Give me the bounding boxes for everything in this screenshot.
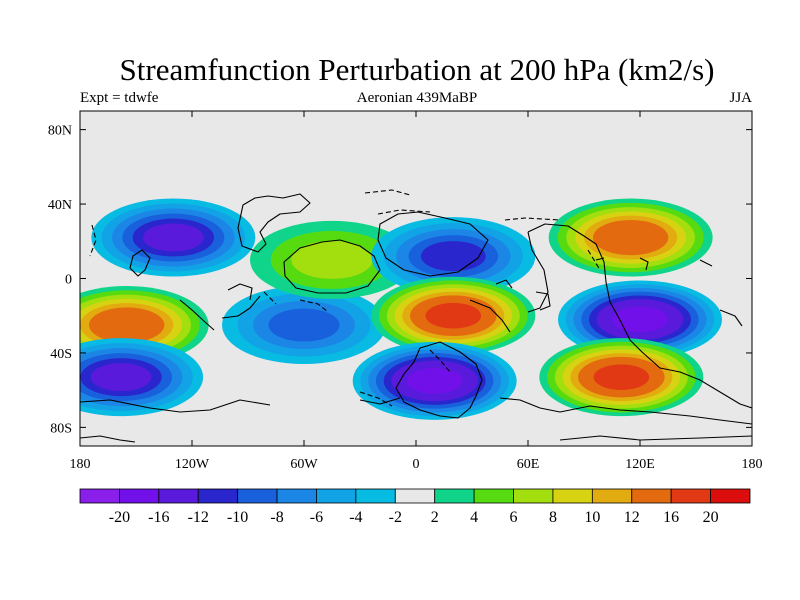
period-label: Aeronian 439MaBP — [356, 90, 478, 106]
x-tick-label-1: 120W — [175, 457, 210, 472]
x-tick-label-5: 120E — [625, 457, 655, 472]
continent-outline-gondwana-south — [395, 341, 483, 419]
colorbar-label-12: 10 — [584, 509, 600, 526]
colorbar-label-14: 16 — [663, 509, 679, 526]
colorbar-swatch-12 — [552, 488, 593, 504]
colorbar-swatch-4 — [237, 488, 278, 504]
pressure-center-high-south-indian — [539, 338, 704, 417]
colorbar-swatch-14 — [631, 488, 672, 504]
contour-fill-high-asia-6 — [601, 224, 660, 251]
colorbar-swatch-8 — [394, 488, 436, 504]
continent-outline-north-america — [237, 193, 311, 253]
colorbar-label-8: 2 — [431, 509, 439, 526]
contour-fill-high-central-north-4 — [420, 241, 486, 272]
colorbar-label-2: -12 — [188, 509, 209, 526]
continent-outline-south-america — [129, 249, 151, 277]
x-tick-label-4: 60E — [517, 457, 540, 472]
pressure-center-high-west-pacific — [80, 286, 209, 365]
colorbar-label-10: 6 — [510, 509, 518, 526]
colorbar-swatch-0 — [79, 488, 120, 504]
y-tick-label-2: 0 — [65, 273, 72, 288]
continent-outline-gondwana-east — [527, 223, 752, 409]
pressure-center-high-south-atlantic — [352, 341, 517, 420]
colorbar-label-9: 4 — [470, 509, 478, 526]
y-tick-label-3: 40S — [50, 347, 72, 362]
x-tick-label-3: 0 — [413, 457, 420, 472]
colorbar-swatch-13 — [591, 488, 633, 504]
continent-outline-antarctic-margin — [80, 397, 752, 425]
colorbar-label-7: -2 — [389, 509, 402, 526]
continent-outline-small-islands — [495, 257, 743, 327]
colorbar-swatch-2 — [158, 488, 199, 504]
y-tick-label-1: 40N — [48, 198, 72, 213]
colorbar-swatch-5 — [276, 488, 317, 504]
pressure-center-high-indian — [558, 280, 722, 359]
continent-outline-north-africa — [283, 239, 381, 294]
contour-fill-high-central-tropics-7 — [425, 302, 482, 329]
colorbar-label-11: 8 — [549, 509, 557, 526]
colorbar-swatch-7 — [355, 488, 396, 504]
pressure-center-high-east-pacific — [222, 286, 386, 365]
colorbar-swatch-9 — [434, 488, 475, 504]
continent-outline-island-arc — [179, 283, 511, 333]
x-tick-label-2: 60W — [290, 457, 318, 472]
colorbar-swatch-11 — [513, 488, 554, 504]
colorbar-swatch-1 — [119, 488, 160, 504]
colorbar-swatch-10 — [473, 488, 514, 504]
contour-fill-high-north-atlantic-2 — [291, 240, 373, 279]
experiment-label: Expt = tdwfe — [80, 90, 159, 106]
colorbar-label-0: -20 — [109, 509, 130, 526]
season-label: JJA — [729, 90, 752, 106]
colorbar-swatch-3 — [197, 488, 239, 504]
colorbar-label-6: -4 — [349, 509, 362, 526]
colorbar-swatch-16 — [710, 488, 751, 504]
contour-fill-high-east-pacific-3 — [268, 308, 340, 342]
contour-fill-high-south-pacific-5 — [90, 363, 152, 392]
continent-outline-africa — [377, 211, 489, 277]
pressure-center-high-south-pacific — [80, 338, 204, 417]
pressure-center-high-north-pacific — [91, 198, 256, 277]
colorbar-swatch-15 — [670, 488, 711, 504]
colorbar-label-4: -8 — [270, 509, 283, 526]
pressure-center-high-asia — [548, 198, 713, 277]
contour-fill-high-north-pacific-5 — [143, 223, 204, 252]
contour-fill-high-south-indian-7 — [593, 364, 650, 390]
plot-title: Streamfunction Perturbation at 200 hPa (… — [119, 52, 715, 87]
colorbar-label-13: 12 — [624, 509, 640, 526]
x-tick-label-0: 180 — [70, 457, 91, 472]
colorbar-swatch-6 — [316, 488, 357, 504]
contour-fill-high-west-pacific-6 — [97, 311, 156, 339]
colorbar-label-15: 20 — [703, 509, 719, 526]
colorbar-label-3: -10 — [227, 509, 248, 526]
dashed-coastline — [89, 189, 601, 407]
colorbar-label-1: -16 — [148, 509, 169, 526]
contour-fill-high-indian-7 — [612, 306, 668, 333]
x-tick-label-6: 180 — [742, 457, 763, 472]
y-tick-label-4: 80S — [50, 421, 72, 436]
contour-fill-high-south-atlantic-7 — [406, 368, 463, 394]
y-tick-label-0: 80N — [48, 124, 72, 139]
colorbar-label-5: -6 — [310, 509, 323, 526]
pressure-center-high-central-tropics — [371, 276, 536, 355]
